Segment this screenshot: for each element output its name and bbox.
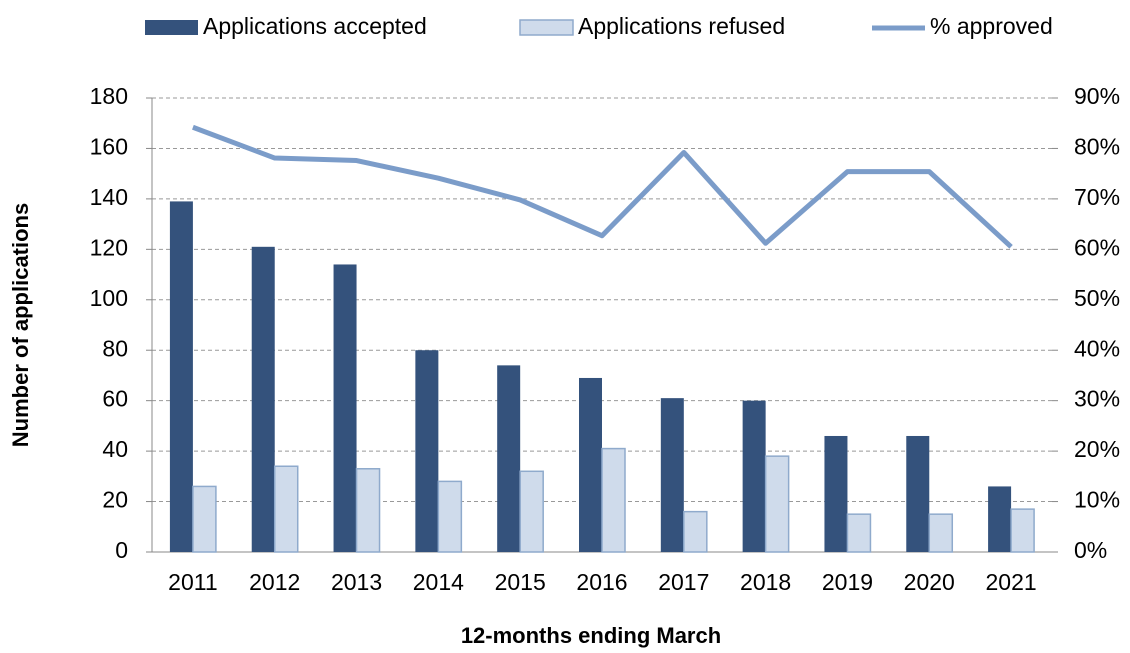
x-tick-label: 2018 (740, 569, 791, 595)
y2-tick-label: 80% (1074, 134, 1120, 160)
bar (660, 398, 684, 552)
bar (906, 435, 930, 552)
bar (497, 365, 521, 552)
line (192, 124, 1013, 249)
y-tick-label: 160 (90, 134, 128, 160)
y2-tick-label: 0% (1074, 537, 1107, 563)
y2-tick-label: 30% (1074, 386, 1120, 412)
y-tick-label: 100 (90, 285, 128, 311)
x-tick-label: 2011 (168, 569, 217, 595)
y-tick-label: 20 (102, 487, 128, 513)
bar (169, 201, 193, 552)
x-tick-label: 2013 (331, 569, 382, 595)
y-tick-label: 140 (90, 184, 128, 210)
bar (251, 246, 275, 553)
bar (988, 486, 1012, 552)
bar (355, 468, 381, 553)
bar (742, 400, 766, 552)
y2-tick-label: 20% (1074, 436, 1120, 462)
bar (683, 510, 708, 553)
bar (273, 465, 299, 553)
x-tick-label: 2020 (904, 569, 955, 595)
bar (601, 447, 626, 553)
y-axis-title: Number of applications (8, 203, 33, 447)
bar (764, 455, 790, 553)
y2-tick-label: 90% (1074, 83, 1120, 109)
y-tick-label: 60 (102, 386, 128, 412)
x-tick-label: 2016 (576, 569, 627, 595)
y2-tick-label: 50% (1074, 285, 1120, 311)
x-axis-title: 12-months ending March (461, 623, 721, 648)
legend-label: % approved (930, 13, 1053, 39)
bar (579, 377, 602, 552)
y2-tick-label: 70% (1074, 184, 1120, 210)
y2-tick-label: 40% (1074, 335, 1120, 361)
y2-tick-label: 10% (1074, 487, 1120, 513)
x-tick-label: 2015 (495, 569, 546, 595)
x-tick-label: 2012 (249, 569, 300, 595)
legend-swatch (519, 19, 574, 36)
legend-label: Applications refused (578, 13, 785, 39)
y-tick-label: 180 (90, 83, 128, 109)
bar (415, 350, 439, 552)
y-tick-label: 0 (115, 537, 128, 563)
x-tick-label: 2014 (413, 569, 464, 595)
x-tick-label: 2021 (986, 569, 1037, 595)
y-tick-label: 40 (102, 436, 128, 462)
legend-swatch (145, 20, 198, 35)
bar (519, 470, 544, 553)
bar (192, 485, 217, 553)
bar (928, 513, 954, 553)
x-tick-label: 2019 (822, 569, 873, 595)
y2-tick-label: 60% (1074, 234, 1120, 260)
bar (846, 513, 872, 553)
x-tick-label: 2017 (658, 569, 709, 595)
legend-label: Applications accepted (203, 13, 427, 39)
bar (437, 480, 463, 553)
y-tick-label: 120 (90, 234, 128, 260)
y-tick-label: 80 (102, 335, 128, 361)
bar (1010, 508, 1035, 553)
bar (824, 435, 848, 552)
bar (333, 264, 357, 552)
